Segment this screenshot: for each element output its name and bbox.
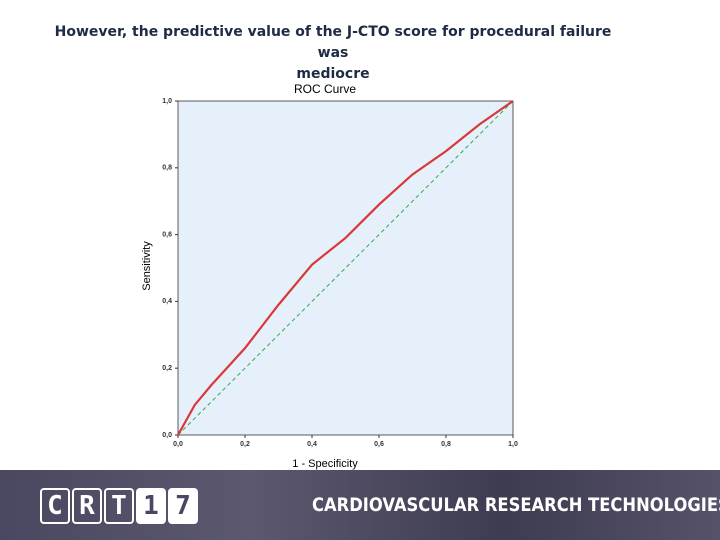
y-tick-label: 0,0 (162, 432, 172, 439)
x-tick-label: 0,4 (307, 441, 317, 448)
reference-line (177, 100, 514, 436)
chart-title: ROC Curve (294, 82, 356, 96)
x-tick-label: 0,0 (173, 441, 183, 448)
logo-letter: C (40, 488, 70, 524)
logo-letter: 1 (136, 488, 166, 524)
x-tick-label: 0,2 (240, 441, 250, 448)
logo-letter: R (72, 488, 102, 524)
footer: C R T 1 7 CARDIOVASCULAR RESEARCH TECHNO… (0, 470, 720, 540)
x-tick-label: 0,8 (441, 441, 451, 448)
heading: However, the predictive value of the J-C… (40, 22, 626, 85)
heading-line: mediocre (296, 66, 370, 82)
x-axis-label: 1 - Specificity (292, 458, 358, 470)
logo-letter: 7 (168, 488, 198, 524)
y-tick-label: 0,8 (162, 165, 172, 172)
chart: ROC Curve 1 - Specificity Sensitivity 0,… (140, 82, 518, 470)
y-axis-label: Sensitivity (141, 241, 153, 291)
heading-line: However, the predictive value of the J-C… (54, 24, 612, 61)
y-tick-label: 1,0 (162, 98, 172, 105)
logo-letter: T (104, 488, 134, 524)
y-tick-label: 0,4 (162, 298, 172, 305)
x-tick-label: 1,0 (508, 441, 518, 448)
y-tick-label: 0,6 (162, 231, 172, 238)
footer-text: CARDIOVASCULAR RESEARCH TECHNOLOGIES (312, 494, 720, 516)
roc-curve (177, 100, 514, 436)
x-tick-label: 0,6 (374, 441, 384, 448)
y-tick-label: 0,2 (162, 365, 172, 372)
